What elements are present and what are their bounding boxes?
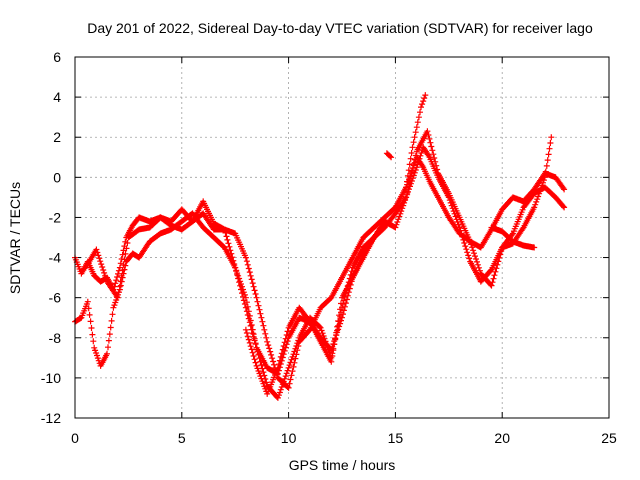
- x-tick-label: 5: [178, 430, 186, 446]
- chart-title: Day 201 of 2022, Sidereal Day-to-day VTE…: [87, 20, 593, 36]
- y-tick-label: -6: [49, 290, 62, 306]
- x-tick-label: 0: [71, 430, 79, 446]
- x-tick-label: 15: [388, 430, 404, 446]
- series-track-c: [82, 128, 555, 377]
- x-tick-label: 20: [494, 430, 510, 446]
- series-track-f: [383, 150, 395, 161]
- series-markers: [383, 150, 395, 161]
- series-track-e: [488, 224, 538, 251]
- x-axis-label: GPS time / hours: [289, 457, 396, 473]
- y-axis-label: SDTVAR / TECUs: [7, 182, 23, 294]
- series-markers: [242, 218, 388, 397]
- series-track-d: [242, 218, 388, 397]
- series-track-a: [72, 154, 568, 391]
- y-tick-label: 2: [53, 129, 61, 145]
- series-markers: [72, 144, 568, 401]
- data-points: [72, 92, 568, 401]
- y-tick-label: 0: [53, 169, 61, 185]
- series-markers: [403, 92, 429, 191]
- y-tick-label: -4: [49, 250, 62, 266]
- series-track-g: [403, 92, 429, 191]
- x-tick-label: 10: [281, 430, 297, 446]
- series-track-b: [72, 144, 568, 401]
- y-tick-label: -2: [49, 209, 62, 225]
- plot-frame: [74, 56, 610, 419]
- x-tick-label: 25: [601, 430, 617, 446]
- series-markers: [72, 154, 568, 391]
- y-tick-label: -12: [41, 410, 61, 426]
- y-tick-label: -8: [49, 330, 62, 346]
- series-markers: [82, 128, 555, 377]
- y-tick-label: 6: [53, 49, 61, 65]
- y-tick-label: 4: [53, 89, 61, 105]
- y-tick-label: -10: [41, 370, 61, 386]
- series-markers: [488, 224, 538, 251]
- axis-ticks: 0 5 10 15 20 25 -12 -10 -8 -6 -4 -2 0 2 4 6: [41, 49, 617, 446]
